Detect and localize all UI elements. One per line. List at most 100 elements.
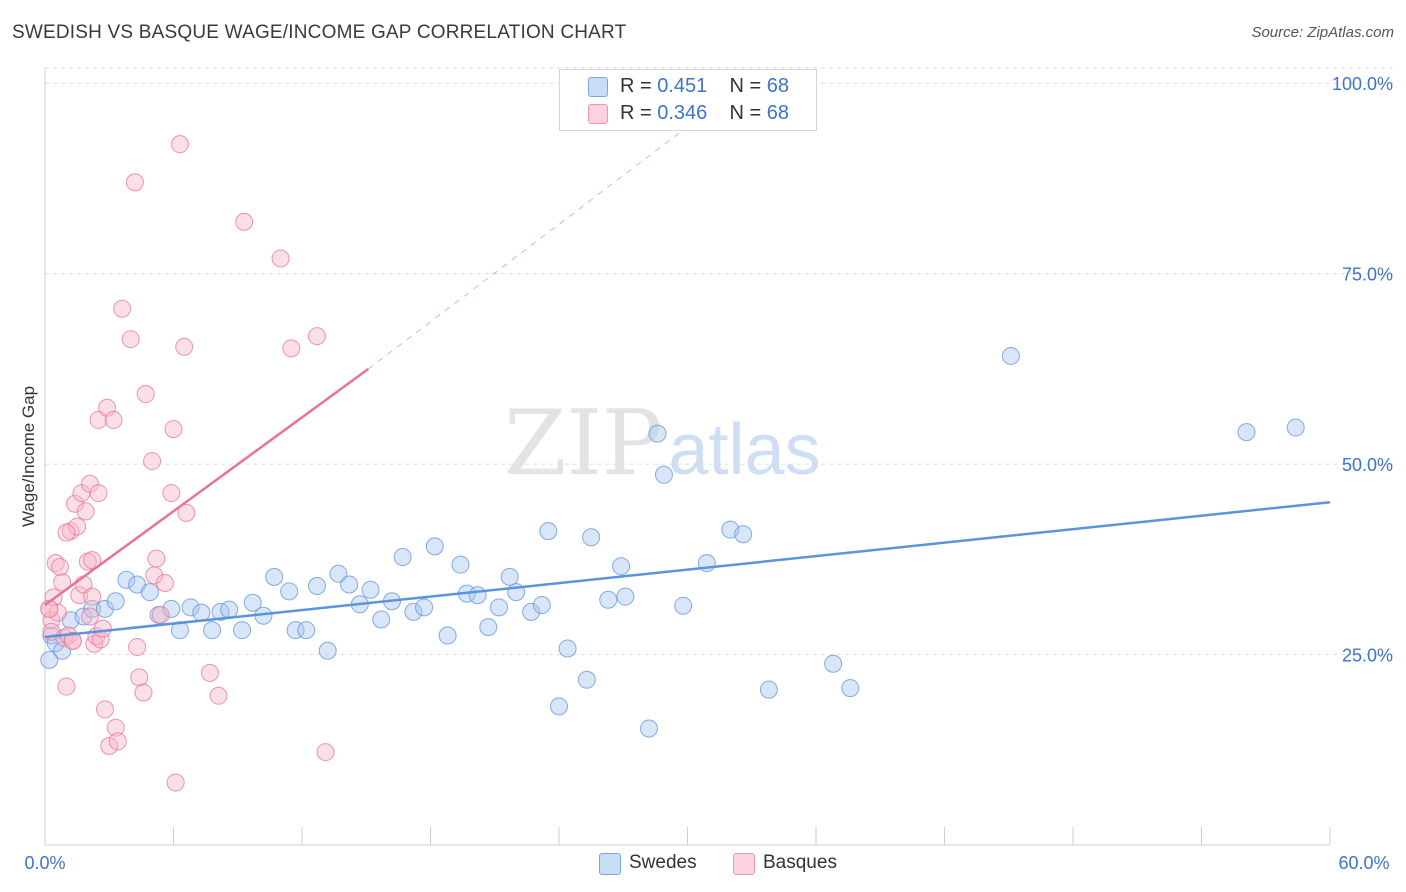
trend-line-basques [44,367,370,607]
data-point [243,593,262,612]
data-point [340,575,359,594]
data-point [329,564,348,583]
data-point [50,557,69,576]
source-label: Source: ZipAtlas.com [1251,24,1394,41]
data-point [192,603,211,622]
data-point [532,596,551,615]
data-point [404,602,423,621]
data-point [130,668,149,687]
legend-label: Swedes [629,852,697,873]
data-point [65,494,84,513]
data-point [841,679,860,698]
data-point [85,634,104,653]
data-point [164,420,183,439]
basques-swatch [733,853,755,875]
data-point [500,567,519,586]
data-point [170,135,189,154]
data-point [468,586,487,605]
data-point [316,743,335,762]
data-point [372,610,391,629]
data-point [307,327,326,346]
data-point [209,686,228,705]
data-point [307,577,326,595]
basques-swatch [588,104,608,124]
trend-line-extension [368,113,705,370]
r-value: 0.346 [657,102,708,124]
data-point [48,603,67,622]
data-point [612,557,631,576]
data-point [577,670,596,689]
x-tick-label: 0.0% [24,853,65,873]
data-point [106,592,125,611]
data-point [674,596,693,615]
swedes-swatch [588,77,608,97]
data-point [181,598,200,617]
n-value: 68 [766,102,790,124]
data-point [68,517,87,536]
correlation-legend: R = 0.451 N = 68 R = 0.346 N = 68 [559,69,817,131]
y-tick-label: 50.0% [1342,455,1393,475]
data-point [76,502,95,521]
data-point [824,654,843,673]
watermark-atlas: atlas [669,410,821,490]
data-point [599,590,618,609]
data-point [1001,346,1020,365]
data-point [282,339,301,358]
data-point [175,337,194,356]
data-point [425,537,444,556]
x-tick-label: 60.0% [1338,853,1389,873]
series-swedes [40,346,1305,738]
data-point [57,523,76,542]
data-point [522,602,541,621]
data-point [639,719,658,738]
data-point [83,587,102,606]
r-label: R = [620,102,652,124]
data-point [220,600,239,619]
data-point [1237,423,1256,442]
data-point [297,621,316,640]
data-point [654,465,673,484]
legend-label: Basques [763,852,837,873]
data-point [616,587,635,606]
data-point [136,385,155,404]
y-tick-label: 75.0% [1342,265,1393,285]
data-point [83,551,102,570]
data-point [117,570,136,589]
r-label: R = [620,75,652,97]
data-point [134,683,153,702]
data-point [550,697,568,716]
data-point [83,599,102,618]
n-label: N = [729,75,762,97]
data-point [95,599,114,618]
data-point [70,586,89,605]
data-point [104,410,123,429]
data-point [40,650,59,669]
data-point [451,555,470,574]
data-point [53,573,72,592]
data-point [106,718,125,737]
data-point [582,528,601,547]
data-point [177,503,196,522]
data-point [286,621,305,640]
n-value: 68 [766,75,790,97]
y-axis-label: Wage/Income Gap [19,386,38,527]
data-point [203,621,222,640]
data-point [162,599,181,618]
data-point [128,637,147,656]
chart-title: SWEDISH VS BASQUE WAGE/INCOME GAP CORREL… [12,22,627,43]
data-point [113,299,132,318]
data-point [1286,418,1305,437]
y-tick-label: 25.0% [1342,646,1393,666]
data-point [151,605,170,624]
data-point [734,525,753,544]
data-point [490,598,509,617]
data-point [539,522,558,541]
data-point [125,173,144,192]
data-point [100,736,119,755]
data-point [108,732,127,751]
data-point [235,212,254,231]
trend-line-swedes [44,500,1331,639]
data-point [280,582,299,601]
data-point [415,598,434,617]
